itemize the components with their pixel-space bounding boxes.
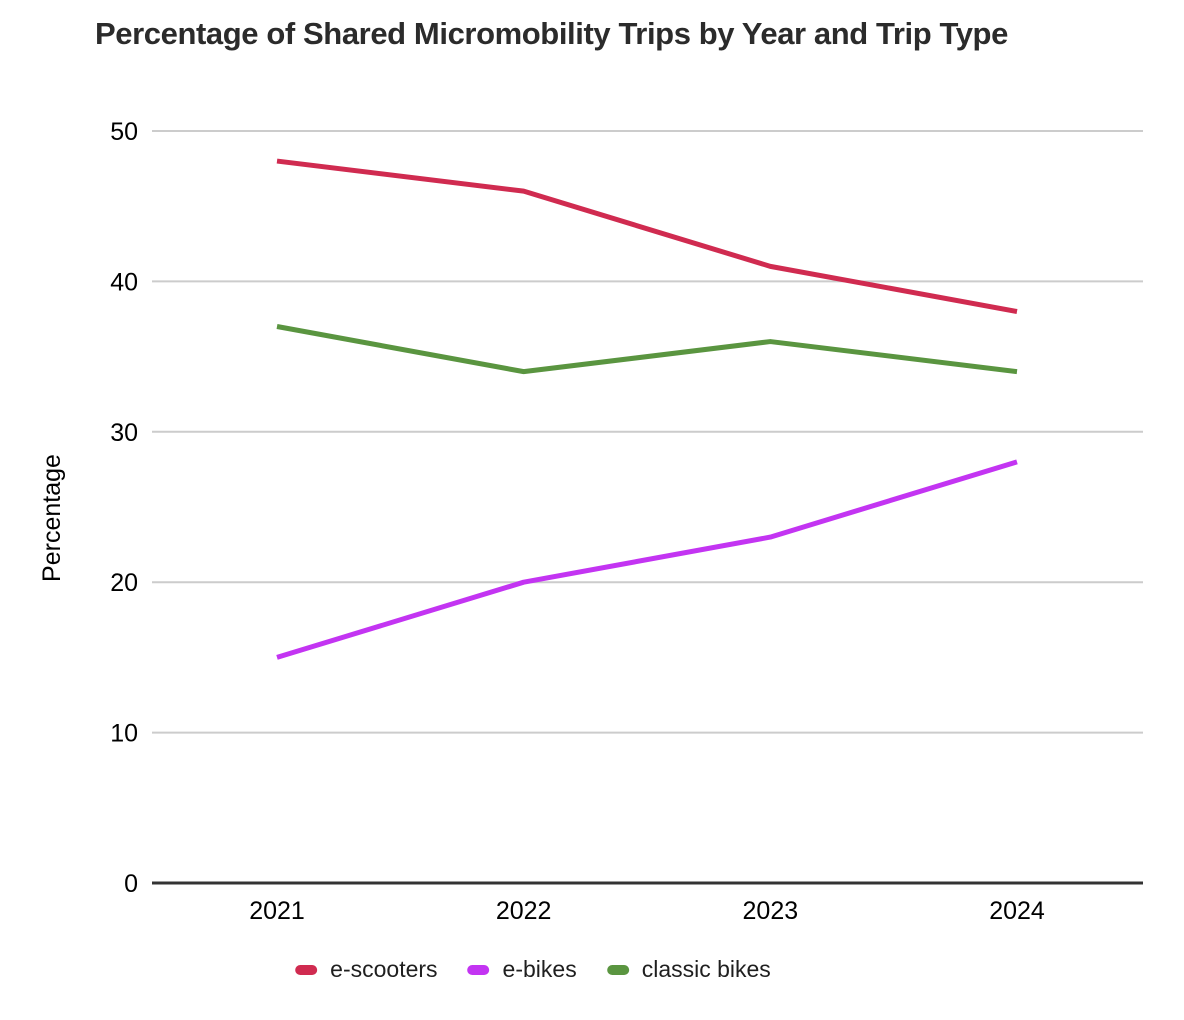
y-axis-title: Percentage xyxy=(38,454,66,582)
y-tick-label: 50 xyxy=(110,118,138,146)
legend-label: e-scooters xyxy=(330,956,438,982)
legend-item-e-bikes: e-bikes xyxy=(467,956,577,983)
series-line-e-bikes xyxy=(276,459,1018,660)
legend-item-e-scooters: e-scooters xyxy=(295,956,438,983)
legend-swatch-icon xyxy=(467,964,490,975)
y-tick-label: 40 xyxy=(110,268,138,296)
x-tick-label: 2023 xyxy=(743,897,799,925)
legend-label: e-bikes xyxy=(502,956,577,982)
legend-swatch-icon xyxy=(295,964,318,975)
series-line-e-scooters xyxy=(276,158,1018,314)
x-tick-label: 2024 xyxy=(989,897,1045,925)
y-tick-label: 20 xyxy=(110,569,138,597)
legend-item-classic-bikes: classic bikes xyxy=(606,956,771,983)
x-tick-label: 2021 xyxy=(249,897,305,925)
chart-legend: e-scooters e-bikes classic bikes xyxy=(295,956,771,983)
chart-title: Percentage of Shared Micromobility Trips… xyxy=(95,16,1008,51)
legend-label: classic bikes xyxy=(641,956,771,982)
y-tick-label: 30 xyxy=(110,419,138,447)
legend-swatch-icon xyxy=(606,964,629,975)
x-tick-label: 2022 xyxy=(496,897,552,925)
y-tick-label: 10 xyxy=(110,720,138,748)
series-line-classic-bikes xyxy=(276,324,1018,375)
y-tick-label: 0 xyxy=(124,870,138,898)
